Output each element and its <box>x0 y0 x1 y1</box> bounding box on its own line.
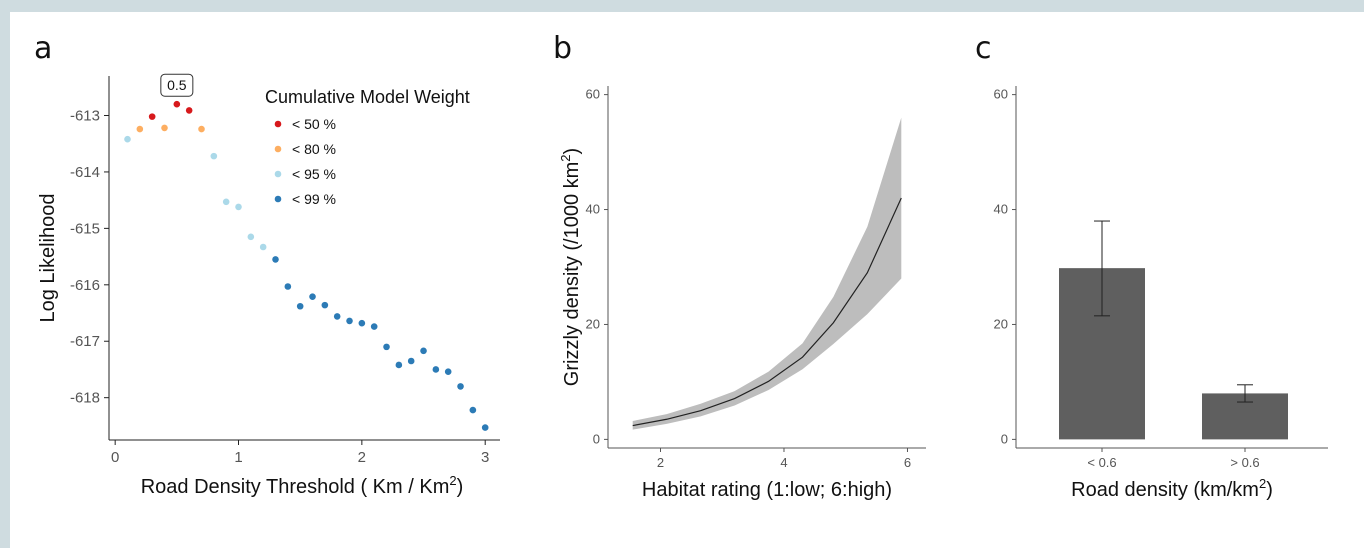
panel-c-x-tick-label: < 0.6 <box>1087 455 1116 470</box>
panel-a-letter: a <box>34 31 52 66</box>
scatter-point <box>222 198 230 206</box>
panel-c-x-ticks: < 0.6 > 0.6 <box>1087 448 1260 470</box>
scatter-point <box>420 347 427 355</box>
figure-svg: a -613 -614 -615 -616 -617 -618 0 1 2 3 0.5 Cumu… <box>34 31 1328 501</box>
scatter-point <box>173 100 181 108</box>
scatter-point <box>198 125 205 133</box>
scatter-point <box>370 323 378 330</box>
scatter-point <box>210 152 218 160</box>
scatter-point <box>395 361 403 369</box>
scatter-point <box>296 302 304 310</box>
panel-a-x-tick-label: 1 <box>234 449 242 466</box>
scatter-point <box>124 135 131 143</box>
panel-a-x-tick-label: 2 <box>358 449 366 466</box>
scatter-point <box>383 343 390 351</box>
legend-label-80: < 80 % <box>292 141 336 157</box>
panel-a-x-tick-label: 0 <box>111 449 119 466</box>
panel-c-y-tick-label: 0 <box>1001 431 1008 446</box>
panel-c-y-tick-label: 60 <box>994 87 1008 102</box>
scatter-point <box>444 368 452 376</box>
panel-a-legend: Cumulative Model Weight < 50 % < 80 % < … <box>265 87 470 207</box>
panel-b-y-tick-label: 60 <box>586 87 600 102</box>
panel-a-y-tick-label: -615 <box>70 220 100 237</box>
scatter-point <box>481 424 489 431</box>
scatter-point <box>161 124 168 132</box>
panel-b-x-ticks: 2 4 6 <box>657 448 911 470</box>
panel-b-x-tick-label: 2 <box>657 455 664 470</box>
panel-c-y-ticks: 0 20 40 60 <box>994 87 1016 446</box>
scatter-point <box>358 319 366 327</box>
legend-swatch-99 <box>274 195 282 203</box>
panel-c-letter: c <box>975 31 992 66</box>
panel-c-plot-area: 0 20 40 60 < 0.6 > 0.6 Road density (km/km2) <box>994 86 1328 501</box>
panel-b: b 0 20 40 60 2 4 6 Habitat rating (1:low; 6:h… <box>553 31 926 501</box>
panel-c-x-axis-title: Road density (km/km2) <box>1071 476 1273 501</box>
panel-a: a -613 -614 -615 -616 -617 -618 0 1 2 3 0.5 Cumu… <box>34 31 500 498</box>
scatter-point <box>321 301 329 309</box>
figure: a -613 -614 -615 -616 -617 -618 0 1 2 3 0.5 Cumu… <box>10 12 1364 548</box>
panel-b-plot-area: 0 20 40 60 2 4 6 Habitat rating (1:low; 6:hig… <box>558 86 926 501</box>
panel-c-x-tick-label: > 0.6 <box>1230 455 1259 470</box>
panel-a-x-axis-title: Road Density Threshold ( Km / Km2) <box>141 473 464 498</box>
panel-a-points <box>124 100 489 431</box>
panel-a-x-tick-label: 3 <box>481 449 489 466</box>
panel-b-letter: b <box>553 31 572 66</box>
scatter-point <box>272 256 279 263</box>
panel-b-y-tick-label: 40 <box>586 202 600 217</box>
scatter-point <box>136 125 144 133</box>
panel-b-y-axis-title: Grizzly density (/1000 km2) <box>558 148 583 386</box>
scatter-point <box>259 243 267 251</box>
panel-a-y-tick-label: -613 <box>70 108 100 125</box>
panel-a-annotation-box <box>160 73 194 97</box>
panel-a-y-tick-label: -614 <box>70 164 100 181</box>
panel-a-y-ticks: -613 -614 -615 -616 -617 -618 <box>70 108 109 407</box>
scatter-point <box>333 313 341 320</box>
scatter-point <box>148 113 156 120</box>
scatter-point <box>284 283 292 290</box>
legend-swatch-95 <box>274 170 282 178</box>
scatter-point <box>346 317 353 325</box>
panel-a-annotation-label: 0.5 <box>167 77 187 93</box>
panel-b-x-axis-title: Habitat rating (1:low; 6:high) <box>642 479 892 501</box>
panel-a-y-tick-label: -618 <box>70 390 100 407</box>
panel-b-confidence-band <box>632 117 902 430</box>
scatter-point <box>457 383 464 390</box>
scatter-point <box>469 406 477 414</box>
panel-a-y-tick-label: -616 <box>70 277 100 294</box>
panel-b-x-tick-label: 6 <box>904 455 911 470</box>
panel-a-y-tick-label: -617 <box>70 333 100 350</box>
panel-b-x-tick-label: 4 <box>780 455 787 470</box>
panel-c-y-tick-label: 40 <box>994 202 1008 217</box>
scatter-point <box>309 293 316 300</box>
scatter-point <box>432 366 440 373</box>
panel-b-y-ticks: 0 20 40 60 <box>586 87 608 446</box>
panel-c: c 0 20 40 60 < 0.6 > 0.6 Road density (km/km… <box>975 31 1328 501</box>
panel-a-plot-area: -613 -614 -615 -616 -617 -618 0 1 2 3 0.5 Cumula… <box>37 73 500 498</box>
scatter-point <box>185 107 193 114</box>
panel-c-y-tick-label: 20 <box>994 316 1008 331</box>
panel-b-y-tick-label: 20 <box>586 316 600 331</box>
legend-title: Cumulative Model Weight <box>265 87 470 107</box>
panel-c-bars <box>1059 220 1288 440</box>
legend-label-50: < 50 % <box>292 116 336 132</box>
legend-swatch-80 <box>274 145 282 153</box>
legend-label-99: < 99 % <box>292 191 336 207</box>
legend-label-95: < 95 % <box>292 166 336 182</box>
legend-swatch-50 <box>274 120 282 128</box>
panel-a-x-ticks: 0 1 2 3 <box>111 440 489 466</box>
scatter-point <box>407 357 415 365</box>
panel-b-fit-line <box>632 197 902 427</box>
scatter-point <box>247 233 255 241</box>
panel-a-y-axis-title: Log Likelihood <box>37 194 59 323</box>
panel-b-y-tick-label: 0 <box>593 431 600 446</box>
scatter-point <box>235 203 242 211</box>
